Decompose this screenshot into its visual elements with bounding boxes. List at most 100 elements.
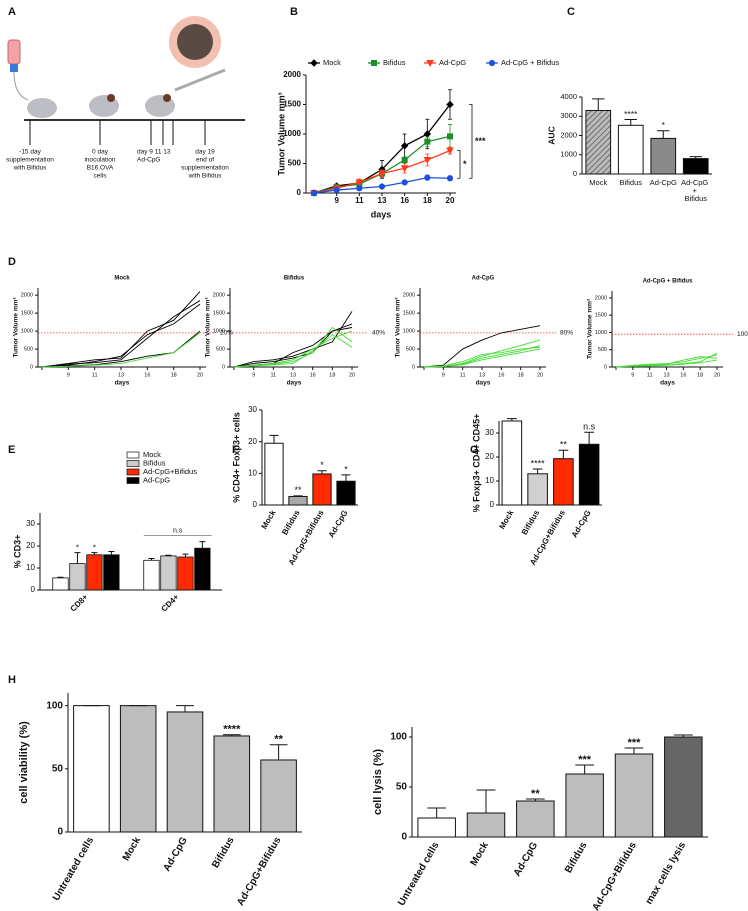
marker [446, 175, 454, 182]
significance-label: * [76, 544, 79, 553]
x-tick-label: 18 [423, 196, 432, 205]
x-tick-label: 9 [67, 372, 70, 378]
error-bar [476, 789, 496, 813]
y-tick-label: 0 [253, 500, 258, 509]
legend-label: Mock [323, 58, 341, 67]
bar [103, 554, 120, 591]
panel-label: H [8, 674, 16, 686]
marker [401, 156, 408, 163]
bar [177, 556, 194, 591]
error-bar [592, 98, 605, 111]
marker [356, 185, 363, 192]
x-tick-label: 11 [647, 372, 653, 378]
y-axis-label: % CD4+ Foxp3+ cells [231, 412, 241, 503]
bar [166, 711, 204, 833]
y-tick-label: 0 [401, 832, 407, 843]
y-tick-label: 2000 [213, 293, 225, 299]
x-tick-label: 20 [714, 372, 720, 378]
x-tick-label: 9 [631, 372, 634, 378]
y-tick-label: 50 [396, 782, 408, 793]
x-tick-label: 20 [446, 196, 455, 205]
series-line [423, 325, 541, 368]
marker [378, 183, 386, 190]
y-axis-label: Tumor Volume mm³ [395, 297, 402, 358]
error-bar [108, 551, 115, 555]
error-bar [689, 156, 702, 159]
schematic-label: with Bifidus [188, 173, 223, 180]
y-tick-label: 0 [604, 364, 607, 370]
schematic-label: inoculation [84, 157, 115, 164]
schematic-label: day 9 11 13 [137, 149, 171, 156]
bar [264, 442, 284, 506]
x-tick-label: Bifidus [210, 835, 237, 870]
bar [466, 812, 506, 838]
bottle [7, 39, 21, 65]
y-tick-label: 20 [248, 437, 257, 446]
y-tick-label: 100 [46, 700, 63, 711]
x-tick-label: 11 [92, 372, 98, 378]
marker [401, 179, 408, 186]
tumor-illustration [177, 24, 213, 60]
y-tick-label: 2000 [595, 295, 607, 301]
significance-label: n.s [173, 527, 183, 534]
x-axis-label: days [115, 380, 130, 387]
schematic-label: Ad-CpG [137, 157, 160, 164]
y-tick-label: 10 [248, 468, 257, 477]
error-bar [269, 434, 279, 444]
x-tick-label: Mock [121, 835, 144, 863]
panel-label: F [232, 444, 239, 456]
significance-label: ** [274, 734, 283, 746]
error-bar [624, 119, 637, 126]
y-tick-label: 500 [598, 347, 607, 353]
y-tick-label: 1500 [213, 311, 225, 317]
bar [52, 577, 69, 591]
error-bar [74, 552, 81, 564]
y-tick-label: 1000 [560, 150, 577, 159]
y-tick-label: 1500 [283, 100, 301, 109]
error-bar [148, 558, 155, 561]
series-line [233, 326, 353, 368]
significance-label: *** [628, 737, 642, 749]
significance-label: *** [475, 136, 486, 146]
marker [426, 60, 434, 68]
series-line [233, 330, 353, 368]
y-axis-label: Tumor Volume mm³ [205, 297, 212, 358]
x-tick-label: 9 [252, 372, 255, 378]
series-line [41, 330, 201, 368]
x-tick-label: 20 [197, 372, 203, 378]
series-line [233, 334, 353, 368]
marker [355, 179, 364, 187]
bar [682, 158, 709, 175]
marker [310, 59, 318, 67]
y-tick-label: 50 [52, 763, 64, 774]
marker [400, 165, 409, 173]
bar [614, 753, 654, 838]
x-tick-label: 11 [355, 196, 364, 205]
series-line [41, 303, 201, 368]
x-tick-label: max cells lysis [644, 840, 689, 907]
error-bar [222, 734, 241, 736]
y-tick-label: 500 [288, 159, 302, 168]
y-tick-label: 0 [297, 188, 302, 197]
panel-label: C [567, 6, 575, 18]
x-tick-label: 13 [479, 372, 485, 378]
x-tick-label: Mock [497, 508, 515, 531]
x-tick-label: Ad-CpG+Bifidus [591, 840, 639, 911]
series-line [233, 327, 353, 368]
x-tick-label: 13 [663, 372, 669, 378]
x-tick-label: Bifidus [619, 178, 642, 187]
x-tick-label: 9 [442, 372, 445, 378]
y-tick-label: 20 [485, 452, 494, 461]
panel-label: B [290, 6, 298, 18]
x-tick-label: Mock [260, 508, 278, 531]
y-tick-label: 0 [412, 364, 415, 370]
x-axis-label: days [660, 380, 675, 387]
x-tick-label: Mock [589, 178, 607, 187]
x-tick-label: Ad-CpG [570, 509, 593, 540]
marker [310, 189, 318, 197]
x-tick-label: 9 [334, 196, 339, 205]
bar [86, 554, 103, 591]
legend-label: Ad-CpG+Bifidus [143, 467, 197, 476]
marker [371, 60, 377, 66]
schematic-label: day 19 [195, 149, 215, 156]
